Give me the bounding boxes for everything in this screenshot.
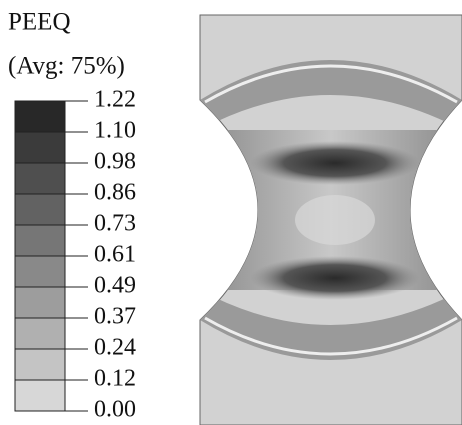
legend-swatch [15,287,65,318]
screenshot: PEEQ (Avg: 75%) 1.22 1.10 0.98 0.86 0.73 0.61… [0,0,462,425]
legend-label: 0.49 [94,273,136,299]
contour-plot: PEEQ (Avg: 75%) 1.22 1.10 0.98 0.86 0.73 0.61… [0,0,462,425]
legend-label: 0.24 [94,335,136,361]
legend-label: 0.98 [94,149,136,175]
legend-subtitle: (Avg: 75%) [8,53,125,80]
legend-label: 0.86 [94,180,136,206]
legend-swatch [15,163,65,194]
legend-title: PEEQ [8,9,71,36]
legend-label: 1.22 [94,87,136,113]
legend-label: 0.00 [94,397,136,423]
legend-label: 1.10 [94,118,136,144]
legend-label: 0.73 [94,211,136,237]
legend-label: 0.61 [94,242,136,268]
specimen [200,15,462,425]
legend-swatch [15,256,65,287]
legend-swatch [15,225,65,256]
legend-swatch [15,380,65,411]
legend-swatch [15,318,65,349]
legend-label: 0.37 [94,304,136,330]
legend-swatch [15,349,65,380]
legend-swatch [15,194,65,225]
legend-label: 0.12 [94,366,136,392]
legend-swatch [15,132,65,163]
legend-swatch [15,101,65,132]
